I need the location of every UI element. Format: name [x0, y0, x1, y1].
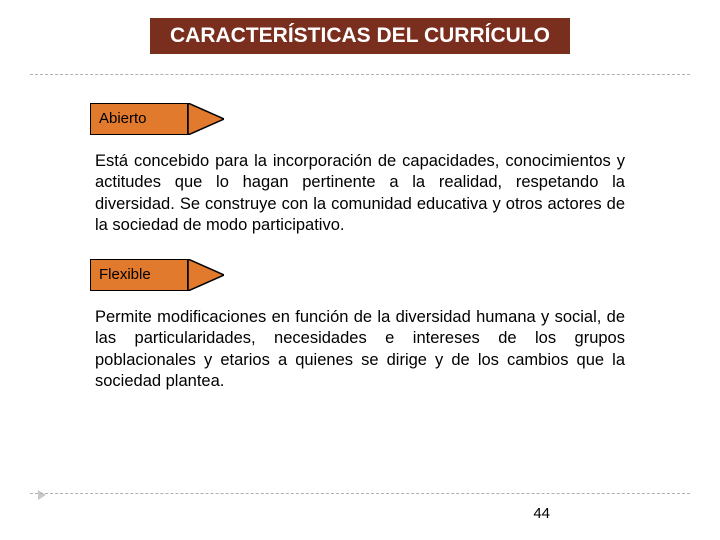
- divider-bottom: [30, 493, 690, 494]
- section-label-abierto: Abierto: [90, 103, 188, 135]
- arrow-tip-icon: [188, 259, 224, 291]
- arrow-box-flexible: Flexible: [90, 259, 188, 291]
- bullet-marker-icon: [38, 490, 46, 500]
- arrow-box-abierto: Abierto: [90, 103, 188, 135]
- divider-top: [30, 74, 690, 75]
- arrow-tip-icon: [188, 103, 224, 135]
- section-body-abierto: Está concebido para la incorporación de …: [95, 151, 625, 237]
- slide-container: CARACTERÍSTICAS DEL CURRÍCULO Abierto Es…: [0, 0, 720, 540]
- section-body-flexible: Permite modificaciones en función de la …: [95, 307, 625, 393]
- page-number: 44: [533, 505, 550, 522]
- slide-title: CARACTERÍSTICAS DEL CURRÍCULO: [150, 18, 570, 54]
- section-label-flexible: Flexible: [90, 259, 188, 291]
